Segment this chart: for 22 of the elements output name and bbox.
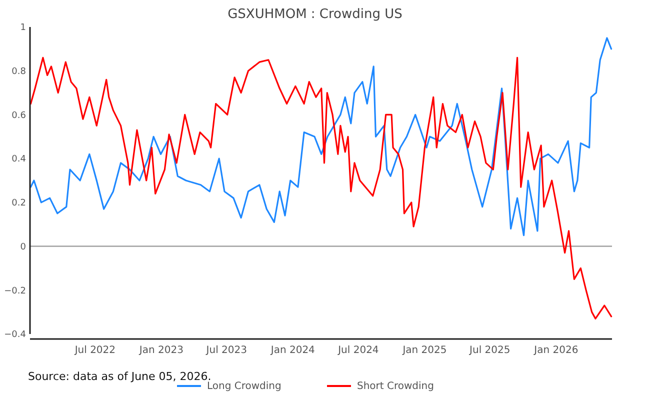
y-tick-label: −0.2 — [4, 286, 26, 296]
legend-label: Short Crowding — [357, 381, 434, 392]
x-tick-label: Jul 2024 — [337, 345, 379, 356]
legend-label: Long Crowding — [207, 381, 282, 392]
line-series — [30, 37, 612, 236]
source-note: Source: data as of June 05, 2026. — [28, 370, 212, 383]
y-tick-label: 0.6 — [12, 110, 26, 121]
x-tick-label: Jul 2022 — [74, 345, 116, 356]
y-tick-label: 1 — [20, 23, 26, 34]
x-tick-label: Jul 2023 — [205, 345, 247, 356]
x-tick-label: Jan 2023 — [138, 345, 184, 356]
y-tick-label: 0 — [20, 242, 26, 252]
y-tick-label: 0.2 — [12, 198, 26, 209]
x-tick-label: Jan 2024 — [270, 345, 315, 356]
x-tick-label: Jul 2025 — [468, 345, 510, 356]
x-tick-label: Jan 2026 — [533, 345, 578, 356]
x-tick-label: Jan 2025 — [402, 345, 447, 356]
y-tick-label: 0.8 — [12, 67, 26, 78]
line-series — [30, 56, 612, 320]
y-tick-label: −0.4 — [4, 330, 26, 340]
chart-title: GSXUHMOM : Crowding US — [228, 7, 402, 22]
y-tick-label: 0.4 — [12, 154, 26, 165]
